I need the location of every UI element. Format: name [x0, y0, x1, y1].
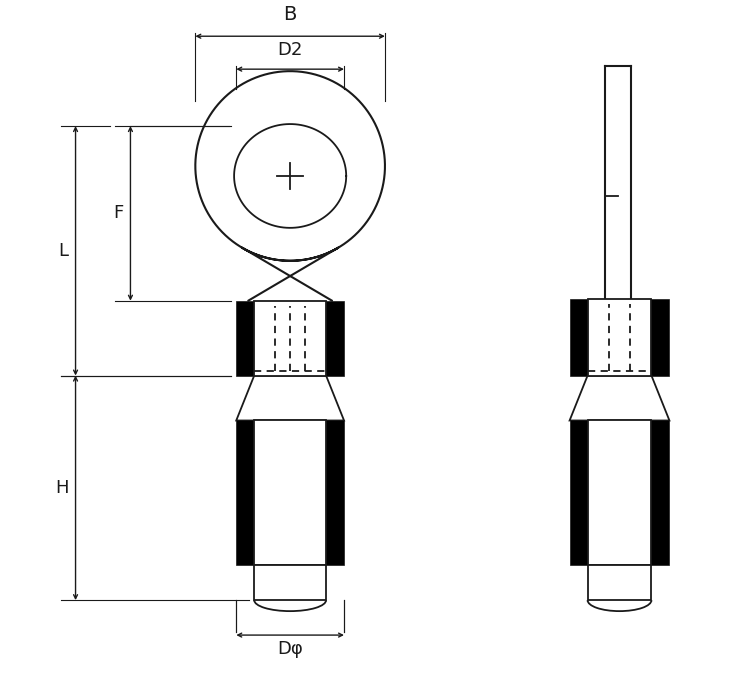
- Polygon shape: [588, 299, 652, 376]
- Polygon shape: [254, 420, 326, 565]
- Text: B: B: [284, 5, 297, 24]
- Text: Dφ: Dφ: [277, 640, 303, 658]
- Polygon shape: [236, 420, 344, 565]
- Text: H: H: [55, 479, 69, 497]
- Text: D2: D2: [278, 41, 303, 59]
- Polygon shape: [236, 301, 344, 376]
- Polygon shape: [236, 376, 344, 420]
- Polygon shape: [588, 565, 652, 600]
- Polygon shape: [254, 301, 326, 376]
- Polygon shape: [254, 565, 326, 600]
- Text: F: F: [113, 204, 123, 222]
- Polygon shape: [569, 420, 669, 565]
- Polygon shape: [569, 376, 669, 420]
- Polygon shape: [588, 420, 652, 565]
- Polygon shape: [569, 299, 669, 376]
- Text: L: L: [58, 242, 69, 260]
